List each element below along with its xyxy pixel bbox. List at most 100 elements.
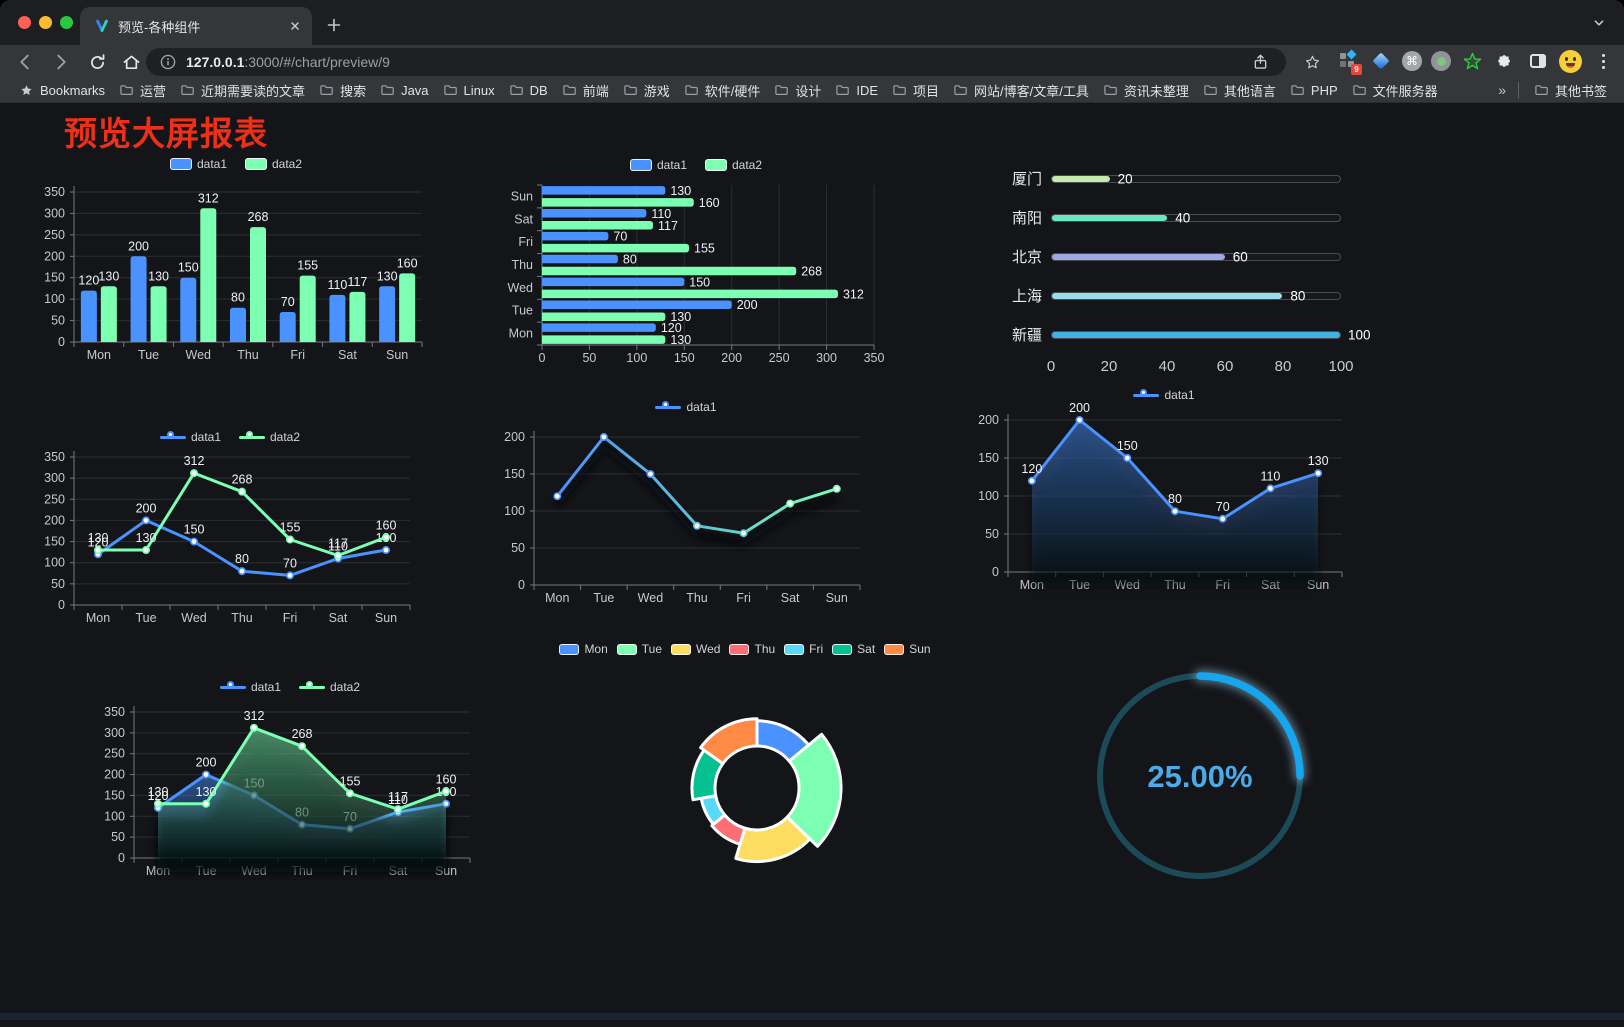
point-data1-Sat[interactable] (786, 499, 795, 508)
bookmarks-overflow-chevron[interactable]: » (1498, 82, 1506, 98)
puzzle-piece-icon[interactable] (1493, 49, 1517, 73)
legend-item-data1[interactable]: data1 (159, 430, 221, 444)
chart-canvas[interactable]: 0 50 100 150 200 250 300 350 Mon Tue Wed Thu Fri Sat S… (502, 177, 890, 371)
bookmark-item-游戏[interactable]: 游戏 (616, 79, 677, 102)
bar-data1-Wed[interactable] (180, 277, 197, 342)
bookmark-item-文件服务器[interactable]: 文件服务器 (1345, 79, 1445, 102)
forward-button[interactable] (48, 49, 74, 75)
chart-donut-rose[interactable]: Mon Tue Wed Thu Fri Sat Sun (545, 637, 945, 979)
gauge-arc[interactable] (1196, 672, 1304, 780)
minimize-window-button[interactable] (39, 16, 52, 29)
hbar-data1-Sat[interactable] (542, 209, 647, 218)
point-data1-Sat[interactable] (1266, 484, 1275, 493)
close-window-button[interactable] (18, 16, 31, 29)
pie-slice-Wed[interactable] (734, 815, 812, 863)
bookmark-item-资讯未整理[interactable]: 资讯未整理 (1096, 79, 1196, 102)
legend-item-data1[interactable]: data1 (1133, 388, 1195, 402)
point-data2-Sun[interactable] (381, 533, 390, 542)
menu-dots-icon[interactable] (1591, 49, 1615, 73)
progress-row-北京[interactable]: 北京 60 (998, 237, 1358, 276)
point-data1-Mon[interactable] (553, 492, 562, 501)
chart-canvas[interactable]: 0 50 100 150 200 Mon Tue Wed Thu Fri Sat Sun (500, 419, 872, 611)
bar-data2-Sun[interactable] (399, 273, 416, 342)
bookmark-item-其他语言[interactable]: 其他语言 (1196, 79, 1283, 102)
bookmark-item-DB[interactable]: DB (502, 81, 555, 100)
legend-item-data1[interactable]: data1 (655, 400, 717, 414)
chart-canvas[interactable]: 25.00% (1076, 653, 1324, 887)
command-circle-icon[interactable]: ⌘ (1402, 51, 1422, 71)
site-info-icon[interactable] (160, 54, 176, 70)
bar-data2-Fri[interactable] (299, 275, 316, 342)
bookmarks-manager-item[interactable]: Bookmarks (12, 81, 112, 100)
zoom-window-button[interactable] (60, 16, 73, 29)
point-data2-Tue[interactable] (202, 799, 211, 808)
bookmark-item-运营[interactable]: 运营 (112, 79, 173, 102)
bookmark-item-搜索[interactable]: 搜索 (312, 79, 373, 102)
legend-item-data2[interactable]: data2 (239, 430, 300, 444)
bar-data1-Tue[interactable] (130, 256, 147, 342)
point-data1-Wed[interactable] (1123, 453, 1132, 462)
chart-line-gradient[interactable]: data1 0 50 100 150 200 Mon Tue Wed Thu Fri Sat Sun (500, 395, 872, 615)
point-data1-Tue[interactable] (142, 516, 151, 525)
bookmark-item-项目[interactable]: 项目 (885, 79, 946, 102)
home-button[interactable] (118, 49, 144, 75)
hbar-data2-Sat[interactable] (542, 221, 653, 230)
point-data1-Tue[interactable] (599, 433, 608, 442)
hbar-data1-Thu[interactable] (542, 254, 618, 264)
bar-data2-Wed[interactable] (200, 208, 217, 342)
legend-item-data1[interactable]: data1 (169, 157, 227, 171)
bookmark-item-近期需要读的文章[interactable]: 近期需要读的文章 (173, 79, 312, 102)
bookmark-item-Linux[interactable]: Linux (436, 81, 502, 100)
bookmark-item-Java[interactable]: Java (373, 81, 435, 100)
point-data1-Thu[interactable] (238, 567, 247, 576)
hbar-data2-Thu[interactable] (542, 266, 797, 276)
green-dot-circle-icon[interactable] (1431, 51, 1451, 71)
point-data1-Fri[interactable] (286, 571, 295, 580)
point-data2-Thu[interactable] (298, 742, 307, 751)
hbar-data1-Mon[interactable] (542, 323, 656, 332)
chart-canvas[interactable]: 0 50 100 150 200 250 300 350 Mon Tue Wed Thu Fri Sat S… (40, 176, 432, 368)
point-data2-Wed[interactable] (190, 469, 199, 478)
legend-item-data1[interactable]: data1 (629, 158, 687, 172)
legend-item-data2[interactable]: data2 (299, 680, 360, 694)
progress-row-厦门[interactable]: 厦门 20 (998, 159, 1358, 198)
bar-data2-Mon[interactable] (100, 286, 117, 342)
point-data2-Thu[interactable] (238, 487, 247, 496)
bookmark-item-设计[interactable]: 设计 (767, 79, 828, 102)
hbar-data2-Mon[interactable] (542, 335, 666, 344)
bookmark-item-软件/硬件[interactable]: 软件/硬件 (677, 79, 768, 102)
chart-progress-bars[interactable]: 厦门 20 南阳 40 北京 60 上海 80 新疆 100 0 20 40 60 80 100 (998, 159, 1371, 389)
bar-data2-Thu[interactable] (250, 227, 266, 342)
chart-gauge[interactable]: 25.00% (1076, 653, 1324, 911)
point-data1-Sun[interactable] (381, 546, 390, 555)
bar-data2-Tue[interactable] (150, 286, 167, 342)
point-data2-Mon[interactable] (153, 799, 162, 808)
share-icon[interactable] (1248, 50, 1272, 74)
hbar-data2-Sun[interactable] (542, 198, 694, 207)
apps-grid-icon[interactable]: 9 (1336, 49, 1362, 75)
point-data1-Tue[interactable] (202, 770, 211, 779)
chart-canvas[interactable]: 050100150200MonTueWedThuFriSatSun1202001… (972, 401, 1356, 598)
tab-list-chevron-icon[interactable] (1588, 12, 1610, 34)
blue-gem-icon[interactable] (1369, 49, 1393, 73)
point-data1-Wed[interactable] (190, 537, 199, 546)
point-data1-Fri[interactable] (1218, 514, 1227, 523)
point-data2-Mon[interactable] (93, 546, 102, 555)
reload-button[interactable] (84, 49, 110, 75)
bookmark-star-icon[interactable] (1300, 50, 1324, 74)
chart-bar-vertical[interactable]: data1 data2 0 50 100 150 200 250 300 350 Mon Tue Wed… (40, 152, 432, 372)
legend-item-Thu[interactable]: Thu (729, 642, 775, 656)
point-data1-Mon[interactable] (1027, 476, 1036, 485)
legend-item-Sun[interactable]: Sun (884, 642, 931, 656)
pie-slice-Tue[interactable] (785, 732, 843, 848)
legend-item-data2[interactable]: data2 (705, 158, 762, 172)
bar-data1-Mon[interactable] (80, 290, 97, 342)
new-tab-button[interactable] (320, 11, 348, 39)
chart-area-single[interactable]: data1050100150200MonTueWedThuFriSatSun12… (972, 383, 1356, 602)
progress-row-新疆[interactable]: 新疆 100 (998, 315, 1371, 354)
legend-item-Wed[interactable]: Wed (671, 642, 720, 656)
hbar-data2-Tue[interactable] (542, 312, 666, 321)
chart-canvas[interactable] (545, 661, 945, 973)
bookmark-item-前端[interactable]: 前端 (555, 79, 616, 102)
legend-item-data1[interactable]: data1 (219, 680, 281, 694)
